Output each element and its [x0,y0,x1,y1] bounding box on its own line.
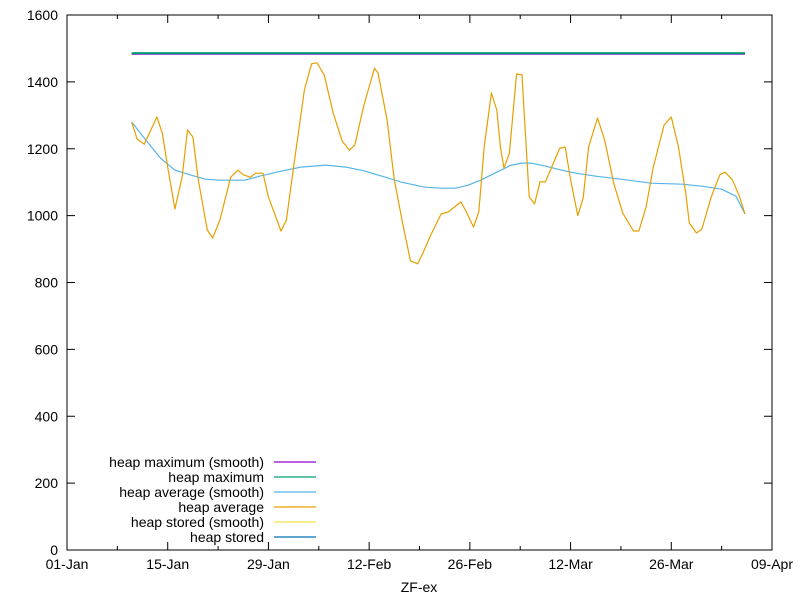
legend-label: heap stored (smooth) [131,514,264,530]
series-line-heap-average-smooth [131,121,746,215]
x-tick-label: 26-Mar [649,556,694,572]
legend-label: heap average [178,499,264,515]
legend-label: heap maximum [168,469,264,485]
axes-layer: 0 200 400 600 800 1000 1200 1400 1600 01-Jan 15-Ja… [27,7,793,572]
legend-label: heap stored [190,529,264,545]
x-tick-label: 26-Feb [448,556,493,572]
series-line-heap-average [131,62,746,265]
y-tick-label: 800 [35,275,59,291]
x-tick-label: 15-Jan [146,556,189,572]
legend-label: heap maximum (smooth) [109,454,264,470]
series-layer [131,52,746,265]
y-tick-label: 200 [35,475,59,491]
x-tick-label: 29-Jan [247,556,290,572]
x-axis-label: ZF-ex [401,579,438,595]
y-tick-label: 0 [50,542,58,558]
x-tick-label: 09-Apr [751,556,793,572]
x-tick-label: 01-Jan [46,556,89,572]
y-tick-label: 400 [35,408,59,424]
y-tick-label: 1600 [27,7,58,23]
x-tick-label: 12-Mar [548,556,593,572]
y-tick-label: 1400 [27,74,58,90]
x-tick-label: 12-Feb [347,556,392,572]
legend-label: heap average (smooth) [119,484,264,500]
y-tick-label: 600 [35,341,59,357]
y-tick-label: 1200 [27,141,58,157]
y-tick-label: 1000 [27,208,58,224]
